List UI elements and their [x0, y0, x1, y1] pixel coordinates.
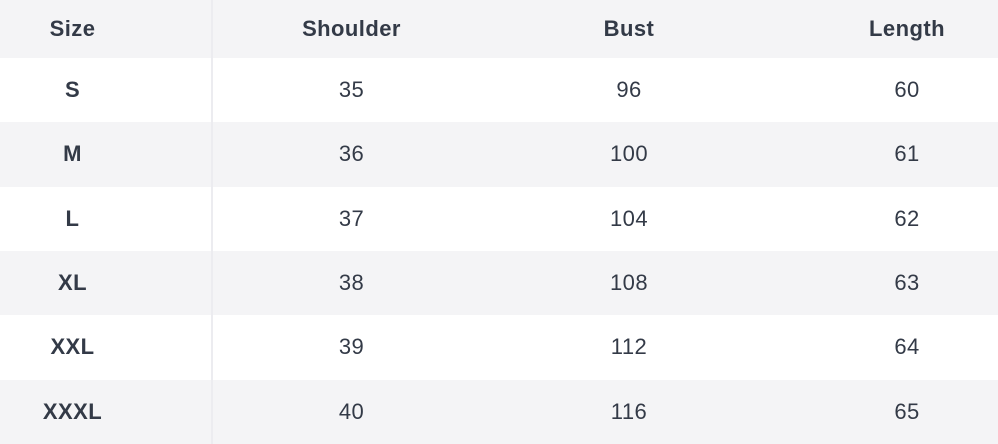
table-body: S 35 96 60 M 36 100 61 L 37 104 62 XL 38…: [0, 58, 998, 444]
shoulder-cell: 36: [212, 122, 490, 187]
shoulder-cell: 35: [212, 58, 490, 123]
bust-cell: 108: [490, 250, 768, 316]
shoulder-cell: 39: [212, 315, 490, 380]
column-header-length: Length: [768, 0, 998, 58]
bust-cell: 116: [490, 379, 768, 444]
column-header-size: Size: [0, 0, 213, 58]
column-header-bust: Bust: [490, 0, 768, 58]
length-cell: 64: [768, 315, 998, 380]
length-cell: 63: [768, 250, 998, 316]
table-row-l: L 37 104 62: [0, 186, 998, 251]
table-row-m: M 36 100 61: [0, 122, 998, 187]
size-cell: XXXL: [0, 379, 213, 444]
header-row: Size Shoulder Bust Length: [0, 0, 998, 58]
bust-cell: 104: [490, 186, 768, 251]
bust-cell: 112: [490, 315, 768, 380]
length-cell: 65: [768, 379, 998, 444]
size-cell: M: [0, 122, 213, 187]
length-cell: 60: [768, 58, 998, 123]
size-cell: L: [0, 186, 213, 251]
length-cell: 62: [768, 186, 998, 251]
size-cell: XXL: [0, 315, 213, 380]
bust-cell: 96: [490, 58, 768, 123]
length-cell: 61: [768, 122, 998, 187]
bust-cell: 100: [490, 122, 768, 187]
shoulder-cell: 40: [212, 379, 490, 444]
column-header-shoulder: Shoulder: [212, 0, 490, 58]
table-row-s: S 35 96 60: [0, 58, 998, 123]
size-cell: S: [0, 58, 213, 123]
table-row-xxxl: XXXL 40 116 65: [0, 379, 998, 444]
table-header: Size Shoulder Bust Length: [0, 0, 998, 58]
shoulder-cell: 37: [212, 186, 490, 251]
shoulder-cell: 38: [212, 250, 490, 316]
size-cell: XL: [0, 250, 213, 316]
table-row-xl: XL 38 108 63: [0, 250, 998, 316]
table-row-xxl: XXL 39 112 64: [0, 315, 998, 380]
